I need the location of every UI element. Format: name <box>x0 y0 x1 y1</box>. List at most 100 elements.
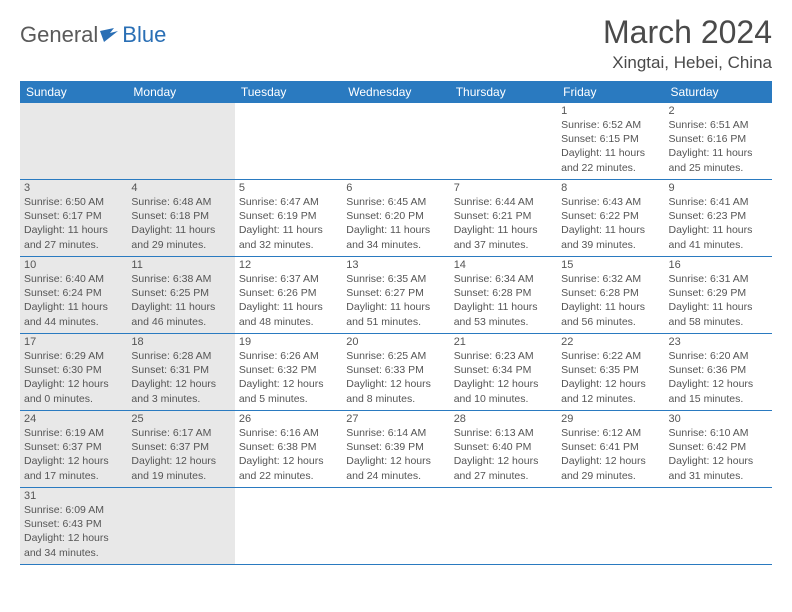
daylight-line: Daylight: 12 hours and 17 minutes. <box>24 454 123 482</box>
daylight-line: Daylight: 12 hours and 31 minutes. <box>669 454 768 482</box>
sunset-line: Sunset: 6:37 PM <box>24 440 123 454</box>
daylight-line: Daylight: 11 hours and 32 minutes. <box>239 223 338 251</box>
calendar-cell: 8Sunrise: 6:43 AMSunset: 6:22 PMDaylight… <box>557 180 664 256</box>
calendar-cell <box>557 488 664 564</box>
calendar-cell: 17Sunrise: 6:29 AMSunset: 6:30 PMDayligh… <box>20 334 127 410</box>
location-text: Xingtai, Hebei, China <box>603 53 772 73</box>
sunset-line: Sunset: 6:30 PM <box>24 363 123 377</box>
sunset-line: Sunset: 6:37 PM <box>131 440 230 454</box>
daylight-line: Daylight: 12 hours and 12 minutes. <box>561 377 660 405</box>
daylight-line: Daylight: 12 hours and 5 minutes. <box>239 377 338 405</box>
sunset-line: Sunset: 6:39 PM <box>346 440 445 454</box>
day-number: 17 <box>24 336 123 348</box>
sunrise-line: Sunrise: 6:38 AM <box>131 272 230 286</box>
calendar-cell: 2Sunrise: 6:51 AMSunset: 6:16 PMDaylight… <box>665 103 772 179</box>
calendar-cell: 31Sunrise: 6:09 AMSunset: 6:43 PMDayligh… <box>20 488 127 564</box>
sunrise-line: Sunrise: 6:20 AM <box>669 349 768 363</box>
sunrise-line: Sunrise: 6:37 AM <box>239 272 338 286</box>
sunset-line: Sunset: 6:31 PM <box>131 363 230 377</box>
calendar-cell: 3Sunrise: 6:50 AMSunset: 6:17 PMDaylight… <box>20 180 127 256</box>
day-number: 31 <box>24 490 123 502</box>
daylight-line: Daylight: 11 hours and 46 minutes. <box>131 300 230 328</box>
sunset-line: Sunset: 6:24 PM <box>24 286 123 300</box>
day-number: 28 <box>454 413 553 425</box>
calendar-cell: 13Sunrise: 6:35 AMSunset: 6:27 PMDayligh… <box>342 257 449 333</box>
daylight-line: Daylight: 12 hours and 24 minutes. <box>346 454 445 482</box>
sunrise-line: Sunrise: 6:43 AM <box>561 195 660 209</box>
day-number: 7 <box>454 182 553 194</box>
calendar-row: 24Sunrise: 6:19 AMSunset: 6:37 PMDayligh… <box>20 411 772 488</box>
sunrise-line: Sunrise: 6:44 AM <box>454 195 553 209</box>
weekday-header-cell: Tuesday <box>235 81 342 103</box>
sunset-line: Sunset: 6:28 PM <box>454 286 553 300</box>
sunrise-line: Sunrise: 6:41 AM <box>669 195 768 209</box>
weekday-header-row: SundayMondayTuesdayWednesdayThursdayFrid… <box>20 81 772 103</box>
sunrise-line: Sunrise: 6:19 AM <box>24 426 123 440</box>
calendar-cell: 25Sunrise: 6:17 AMSunset: 6:37 PMDayligh… <box>127 411 234 487</box>
daylight-line: Daylight: 12 hours and 29 minutes. <box>561 454 660 482</box>
sunset-line: Sunset: 6:27 PM <box>346 286 445 300</box>
day-number: 16 <box>669 259 768 271</box>
calendar-row: 31Sunrise: 6:09 AMSunset: 6:43 PMDayligh… <box>20 488 772 565</box>
daylight-line: Daylight: 12 hours and 10 minutes. <box>454 377 553 405</box>
day-number: 2 <box>669 105 768 117</box>
calendar-cell: 9Sunrise: 6:41 AMSunset: 6:23 PMDaylight… <box>665 180 772 256</box>
calendar-cell: 29Sunrise: 6:12 AMSunset: 6:41 PMDayligh… <box>557 411 664 487</box>
weekday-header-cell: Monday <box>127 81 234 103</box>
calendar-cell: 18Sunrise: 6:28 AMSunset: 6:31 PMDayligh… <box>127 334 234 410</box>
sunrise-line: Sunrise: 6:29 AM <box>24 349 123 363</box>
sunset-line: Sunset: 6:29 PM <box>669 286 768 300</box>
calendar-cell: 12Sunrise: 6:37 AMSunset: 6:26 PMDayligh… <box>235 257 342 333</box>
sunset-line: Sunset: 6:28 PM <box>561 286 660 300</box>
day-number: 20 <box>346 336 445 348</box>
sunset-line: Sunset: 6:19 PM <box>239 209 338 223</box>
daylight-line: Daylight: 11 hours and 34 minutes. <box>346 223 445 251</box>
calendar-cell <box>20 103 127 179</box>
calendar-cell: 30Sunrise: 6:10 AMSunset: 6:42 PMDayligh… <box>665 411 772 487</box>
day-number: 15 <box>561 259 660 271</box>
calendar-row: 3Sunrise: 6:50 AMSunset: 6:17 PMDaylight… <box>20 180 772 257</box>
daylight-line: Daylight: 11 hours and 41 minutes. <box>669 223 768 251</box>
calendar-cell <box>342 103 449 179</box>
daylight-line: Daylight: 11 hours and 53 minutes. <box>454 300 553 328</box>
calendar-row: 1Sunrise: 6:52 AMSunset: 6:15 PMDaylight… <box>20 103 772 180</box>
day-number: 9 <box>669 182 768 194</box>
sunset-line: Sunset: 6:35 PM <box>561 363 660 377</box>
day-number: 24 <box>24 413 123 425</box>
daylight-line: Daylight: 12 hours and 15 minutes. <box>669 377 768 405</box>
calendar-cell: 26Sunrise: 6:16 AMSunset: 6:38 PMDayligh… <box>235 411 342 487</box>
calendar-row: 17Sunrise: 6:29 AMSunset: 6:30 PM Dayligh… <box>20 334 772 411</box>
sunset-line: Sunset: 6:21 PM <box>454 209 553 223</box>
day-number: 11 <box>131 259 230 271</box>
day-number: 12 <box>239 259 338 271</box>
sunrise-line: Sunrise: 6:40 AM <box>24 272 123 286</box>
day-number: 27 <box>346 413 445 425</box>
brand-part2: Blue <box>122 22 166 48</box>
sunrise-line: Sunrise: 6:17 AM <box>131 426 230 440</box>
sunset-line: Sunset: 6:42 PM <box>669 440 768 454</box>
day-number: 30 <box>669 413 768 425</box>
calendar-cell: 16Sunrise: 6:31 AMSunset: 6:29 PMDayligh… <box>665 257 772 333</box>
calendar-cell: 23Sunrise: 6:20 AMSunset: 6:36 PMDayligh… <box>665 334 772 410</box>
calendar-cell: 27Sunrise: 6:14 AMSunset: 6:39 PMDayligh… <box>342 411 449 487</box>
calendar-cell: 24Sunrise: 6:19 AMSunset: 6:37 PMDayligh… <box>20 411 127 487</box>
sunrise-line: Sunrise: 6:16 AM <box>239 426 338 440</box>
sunset-line: Sunset: 6:41 PM <box>561 440 660 454</box>
sunset-line: Sunset: 6:22 PM <box>561 209 660 223</box>
sunset-line: Sunset: 6:38 PM <box>239 440 338 454</box>
calendar-cell: 14Sunrise: 6:34 AMSunset: 6:28 PMDayligh… <box>450 257 557 333</box>
daylight-line: Daylight: 11 hours and 22 minutes. <box>561 146 660 174</box>
day-number: 8 <box>561 182 660 194</box>
sunset-line: Sunset: 6:32 PM <box>239 363 338 377</box>
sunrise-line: Sunrise: 6:22 AM <box>561 349 660 363</box>
daylight-line: Daylight: 11 hours and 29 minutes. <box>131 223 230 251</box>
calendar-cell <box>342 488 449 564</box>
sunset-line: Sunset: 6:16 PM <box>669 132 768 146</box>
calendar-cell: 7Sunrise: 6:44 AMSunset: 6:21 PMDaylight… <box>450 180 557 256</box>
day-number: 14 <box>454 259 553 271</box>
daylight-line: Daylight: 12 hours and 19 minutes. <box>131 454 230 482</box>
calendar-row: 10Sunrise: 6:40 AMSunset: 6:24 PMDayligh… <box>20 257 772 334</box>
sunset-line: Sunset: 6:36 PM <box>669 363 768 377</box>
sunrise-line: Sunrise: 6:31 AM <box>669 272 768 286</box>
flag-icon <box>100 28 120 42</box>
